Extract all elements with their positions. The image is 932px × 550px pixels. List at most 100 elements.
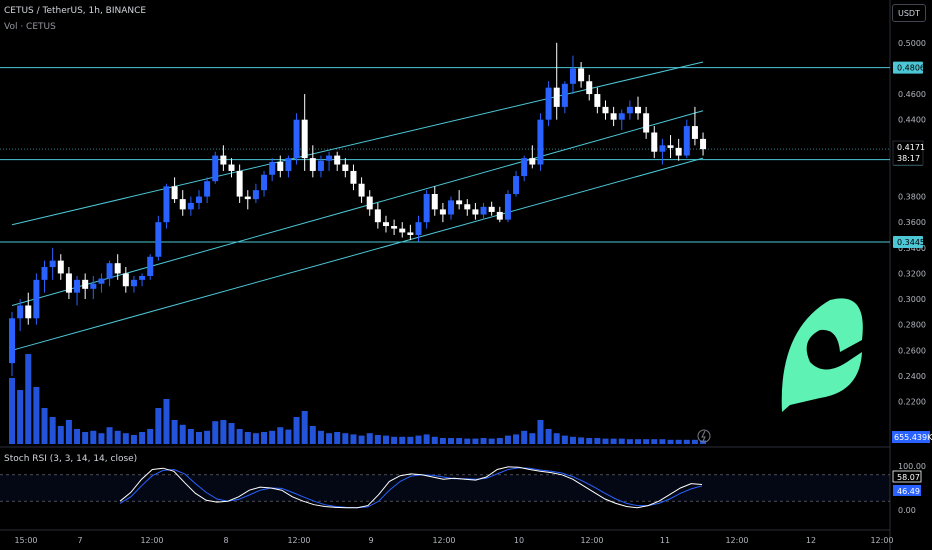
currency-button[interactable]: USDT (892, 4, 926, 22)
volume-bar (41, 408, 48, 444)
candle-body (342, 164, 349, 171)
misc-icons (697, 429, 711, 443)
volume-bar (204, 430, 211, 444)
volume-bar (139, 432, 146, 444)
volume-bar (545, 429, 552, 444)
volume-bar (496, 438, 503, 444)
volume-bar (382, 435, 389, 444)
last-price-label: 0.4171 (897, 143, 925, 152)
candle-body (212, 155, 219, 182)
candle-body (147, 256, 154, 276)
candle-body (106, 263, 113, 279)
volume-bar (277, 427, 284, 444)
candle-body (594, 94, 601, 107)
time-tick-label: 12:00 (725, 536, 748, 545)
volume-value-label: 655.439K (894, 433, 932, 442)
candle-body (41, 267, 48, 280)
channel-line-1 (11, 61, 704, 226)
volume-bar (391, 436, 398, 444)
volume-bar (147, 429, 154, 444)
volume-bar (683, 439, 690, 444)
price-tick-label: 0.2800 (898, 321, 926, 330)
candle-body (179, 199, 186, 210)
stoch-d-value: 46.49 (897, 487, 920, 496)
volume-bar (57, 426, 64, 444)
candle-body (114, 263, 121, 274)
candle-body (448, 200, 455, 215)
candle-body (82, 279, 89, 289)
stoch-rsi-pane (0, 466, 890, 509)
volume-bar (301, 411, 308, 444)
volume-bar (155, 408, 162, 444)
candle-body (456, 200, 463, 205)
volume-bar (586, 438, 593, 444)
volume-bar (98, 433, 105, 444)
candle-body (90, 283, 97, 289)
volume-bar (163, 399, 170, 444)
candle-body (700, 138, 707, 150)
candle-body (204, 181, 211, 197)
candle-body (366, 196, 373, 210)
volume-bar (521, 430, 528, 444)
volume-bar (374, 435, 381, 444)
volume-bar (561, 435, 568, 444)
candle-body (65, 273, 72, 293)
volume-bar (171, 420, 178, 444)
volume-bar (285, 429, 292, 444)
time-tick-label: 10 (514, 536, 524, 545)
stoch-k-line (119, 466, 703, 509)
candle-body (285, 158, 292, 171)
candle-body (529, 158, 536, 165)
volume-bar (537, 420, 544, 444)
volume-bar (33, 387, 40, 444)
candle-body (537, 119, 544, 165)
stoch-tick-label: 100.00 (898, 462, 926, 471)
volume-bar (448, 438, 455, 444)
volume-bar (618, 438, 625, 444)
time-tick-label: 12:00 (432, 536, 455, 545)
price-tick-label: 0.3400 (898, 244, 926, 253)
candle-body (17, 305, 24, 319)
candle-body (301, 119, 308, 159)
volume-bar (480, 438, 487, 444)
volume-bar (269, 430, 276, 444)
candle-body (139, 276, 146, 280)
price-tick-label: 0.2200 (898, 398, 926, 407)
candle-body (602, 106, 609, 114)
candle-body (691, 126, 698, 139)
volume-bar (358, 435, 365, 444)
last-price-box (892, 140, 924, 166)
candle-body (244, 196, 251, 200)
candle-body (521, 158, 528, 177)
volume-bar (626, 439, 633, 444)
candle-body (610, 113, 617, 120)
volume-indicator-label: Vol · CETUS (4, 22, 56, 32)
time-tick-label: 15:00 (14, 536, 37, 545)
candle-body (374, 209, 381, 223)
volume-bar (488, 438, 495, 444)
candle-body (578, 68, 585, 82)
candle-body (187, 202, 194, 210)
channel-line-0 (11, 110, 704, 306)
candle-body (643, 113, 650, 133)
volume-bar (82, 432, 89, 444)
volume-bar (130, 435, 137, 444)
volume-bar (261, 432, 268, 444)
level-label: 0.3445 (897, 238, 925, 247)
volume-bar (675, 439, 682, 444)
candle-body (293, 119, 300, 159)
volume-bar (399, 436, 406, 444)
price-tick-label: 0.2400 (898, 372, 926, 381)
time-tick-label: 12:00 (287, 536, 310, 545)
volume-bar (578, 437, 585, 444)
candlesticks (9, 42, 707, 376)
symbol-title: CETUS / TetherUS, 1h, BINANCE (4, 6, 147, 16)
volume-bar (651, 439, 658, 444)
volume-bar (236, 429, 243, 444)
candle-body (350, 170, 357, 184)
candle-body (431, 194, 438, 210)
stoch-d-value-bg (893, 485, 921, 496)
candle-body (675, 147, 682, 156)
price-tick-label: 0.3000 (898, 295, 926, 304)
